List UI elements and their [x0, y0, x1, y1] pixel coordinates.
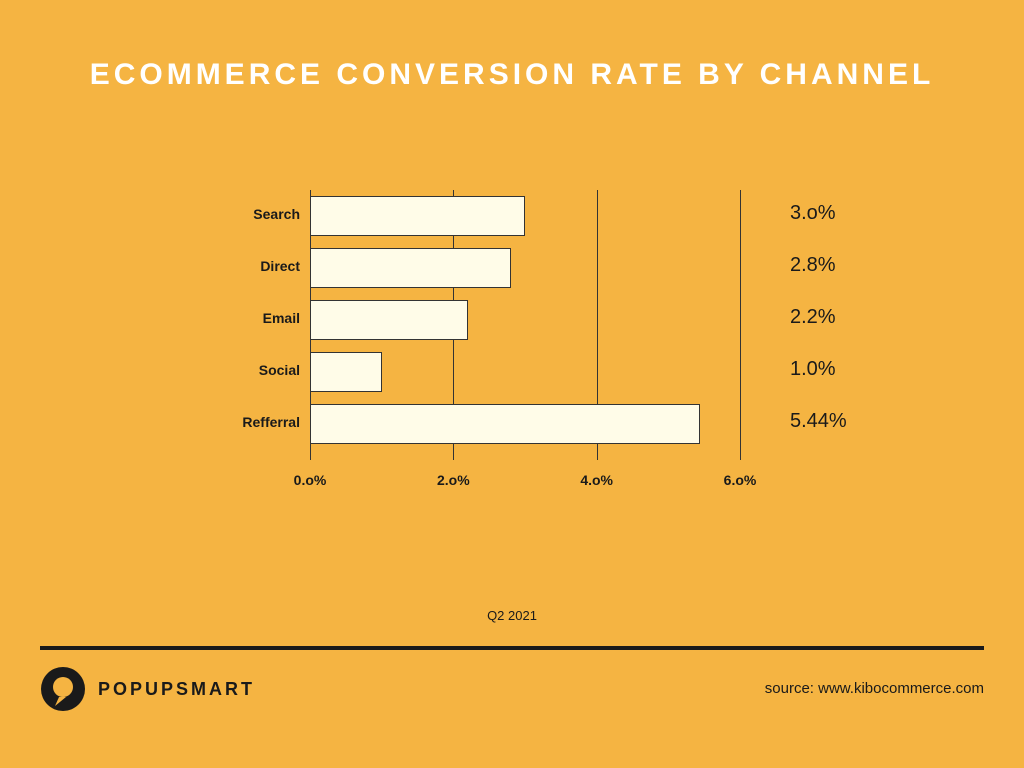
bar-value-label: 2.8% — [790, 254, 836, 277]
y-axis-label: Direct — [220, 258, 300, 274]
bar — [310, 404, 700, 444]
bar — [310, 248, 511, 288]
bar — [310, 196, 525, 236]
x-tick-label: 6.o% — [724, 472, 757, 488]
y-axis-label: Email — [220, 310, 300, 326]
bar — [310, 352, 382, 392]
brand-name: POPUPSMART — [98, 679, 255, 700]
bar-value-label: 3.o% — [790, 202, 836, 225]
y-axis-label: Social — [220, 362, 300, 378]
source-text: source: www.kibocommerce.com — [765, 680, 984, 697]
bar-value-label: 1.0% — [790, 358, 836, 381]
bar-row — [310, 350, 740, 402]
bar-row — [310, 402, 740, 454]
y-axis-label: Refferral — [220, 414, 300, 430]
chart-area: Search Direct Email Social Refferral 3.o% 2.8… — [220, 190, 920, 490]
bar — [310, 300, 468, 340]
x-tick-label: 0.o% — [294, 472, 327, 488]
footer-divider — [40, 646, 984, 650]
bar-row — [310, 298, 740, 350]
bar-value-label: 2.2% — [790, 306, 836, 329]
x-gridline — [740, 190, 741, 460]
chart-title: ECOMMERCE CONVERSION RATE BY CHANNEL — [0, 58, 1024, 92]
y-axis-label: Search — [220, 206, 300, 222]
brand: POPUPSMART — [40, 666, 255, 712]
footer: POPUPSMART source: www.kibocommerce.com — [40, 666, 984, 726]
x-tick-label: 2.o% — [437, 472, 470, 488]
popupsmart-logo-icon — [40, 666, 86, 712]
x-tick-label: 4.o% — [580, 472, 613, 488]
chart-plot — [310, 190, 740, 460]
bar-row — [310, 246, 740, 298]
chart-subtitle: Q2 2021 — [0, 608, 1024, 623]
bar-value-label: 5.44% — [790, 410, 847, 433]
bar-row — [310, 194, 740, 246]
